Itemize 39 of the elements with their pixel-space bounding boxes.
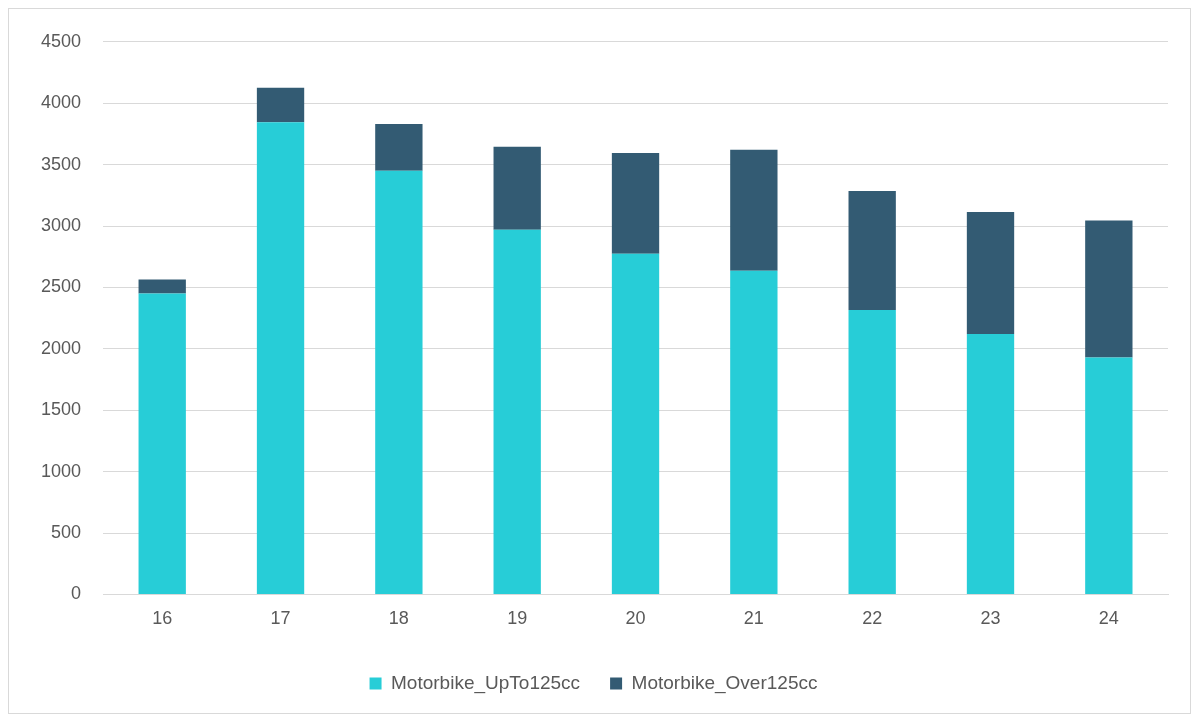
x-tick-label: 18: [388, 608, 409, 629]
x-tick-label: 16: [152, 608, 173, 629]
legend-label: Motorbike_Over125cc: [631, 671, 818, 694]
y-tick-label: 3500: [41, 153, 82, 174]
bar: [375, 124, 423, 171]
bar: [730, 270, 778, 594]
bar: [966, 211, 1015, 335]
y-tick-label: 500: [51, 521, 82, 542]
x-tick-label: 22: [862, 608, 883, 629]
x-tick-label: 23: [980, 608, 1001, 629]
bar: [611, 253, 660, 594]
bar: [138, 293, 186, 594]
x-tick-label: 17: [270, 608, 291, 629]
bar: [611, 152, 660, 254]
bar: [730, 149, 778, 271]
x-tick-label: 20: [625, 608, 646, 629]
y-tick-label: 4500: [41, 30, 82, 51]
y-tick-label: 2000: [41, 337, 82, 358]
x-tick-label: 21: [743, 608, 764, 629]
bar: [966, 334, 1015, 594]
bar: [256, 87, 305, 123]
x-tick-label: 24: [1098, 608, 1119, 629]
bar: [1085, 357, 1133, 594]
bar: [848, 191, 896, 311]
bar: [848, 310, 896, 594]
legend-label: Motorbike_UpTo125cc: [391, 671, 581, 694]
y-tick-label: 2500: [41, 276, 82, 297]
bar: [256, 122, 305, 594]
y-tick-label: 1500: [41, 399, 82, 420]
bar: [375, 170, 423, 594]
y-tick-label: 4000: [41, 92, 82, 113]
bar: [138, 279, 186, 294]
bar: [1085, 220, 1133, 358]
bar: [493, 229, 541, 594]
bar: [493, 146, 541, 230]
y-tick-label: 0: [71, 583, 82, 604]
y-tick-label: 1000: [41, 460, 82, 481]
y-tick-label: 3000: [41, 214, 82, 235]
x-tick-label: 19: [507, 608, 528, 629]
